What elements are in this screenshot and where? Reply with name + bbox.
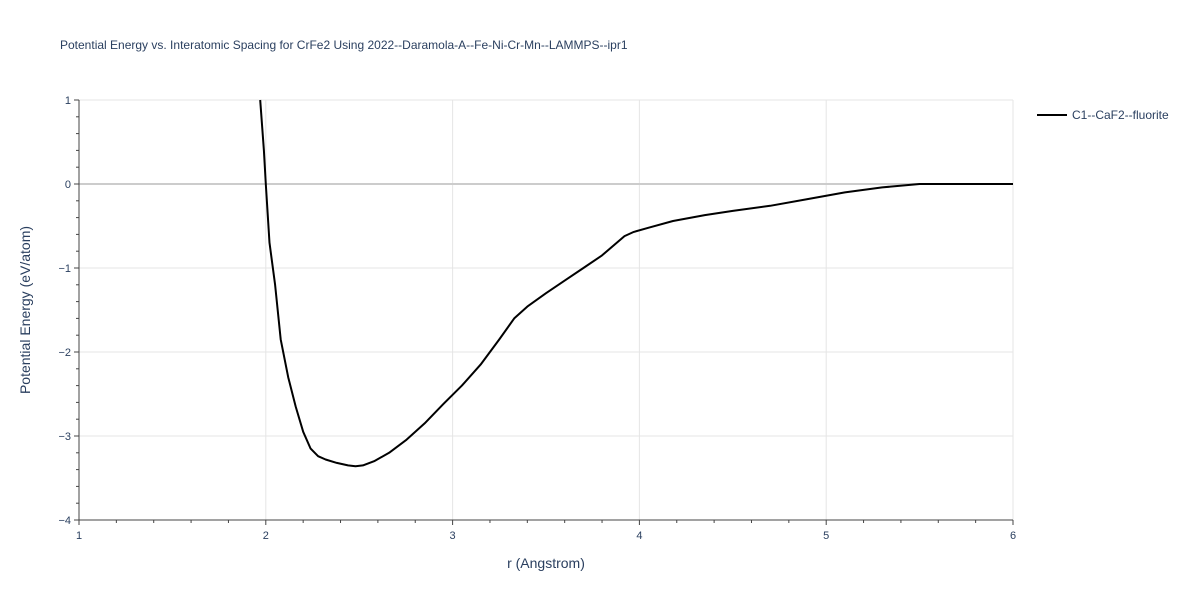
x-tick-label: 2 bbox=[263, 530, 269, 542]
legend[interactable]: C1--CaF2--fluorite bbox=[1037, 108, 1169, 122]
y-tick-label: −2 bbox=[58, 347, 71, 359]
y-tick-label: 0 bbox=[65, 179, 71, 191]
axis-layer: 1 2 3 4 5 6 1 0 −1 −2 −3 −4 bbox=[58, 95, 1016, 542]
x-axis-title: r (Angstrom) bbox=[507, 555, 585, 571]
x-tick-label: 3 bbox=[450, 530, 456, 542]
y-tick-label: −3 bbox=[58, 431, 71, 443]
x-tick-label: 6 bbox=[1010, 530, 1016, 542]
y-tick-label: −4 bbox=[58, 515, 71, 527]
x-tick-label: 1 bbox=[76, 530, 82, 542]
series-layer bbox=[259, 99, 1013, 468]
x-tick-label: 4 bbox=[636, 530, 642, 542]
y-axis-title: Potential Energy (eV/atom) bbox=[17, 226, 33, 394]
x-tick-label: 5 bbox=[823, 530, 829, 542]
legend-label: C1--CaF2--fluorite bbox=[1072, 108, 1169, 122]
y-tick-label: 1 bbox=[65, 95, 71, 107]
grid-layer bbox=[79, 99, 1014, 520]
y-tick-label: −1 bbox=[58, 263, 71, 275]
chart-title: Potential Energy vs. Interatomic Spacing… bbox=[60, 38, 628, 52]
series-line bbox=[259, 99, 1013, 468]
